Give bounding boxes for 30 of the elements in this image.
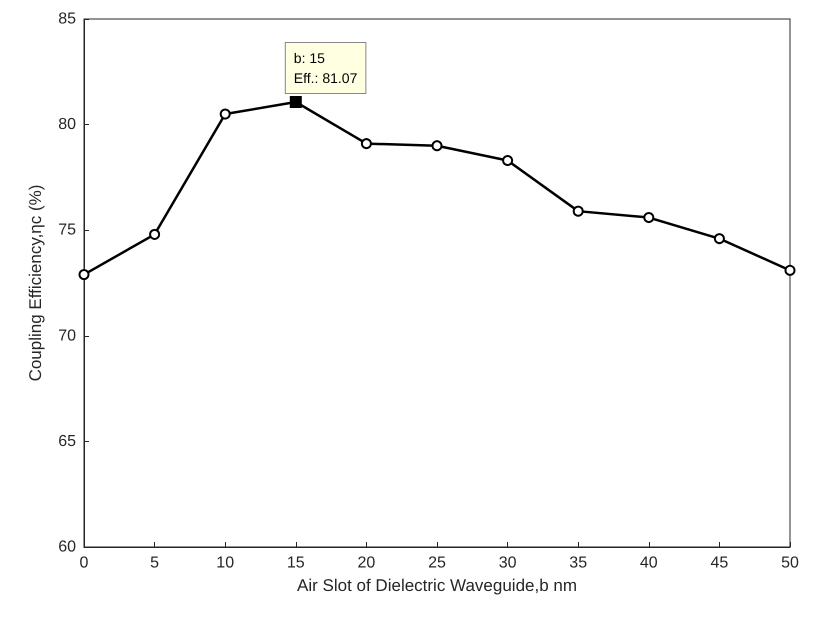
- point: [572, 206, 584, 217]
- point: [360, 138, 372, 150]
- x-tick-label: 50: [781, 554, 799, 572]
- y-tick-label: 70: [58, 327, 76, 344]
- point: [714, 233, 725, 244]
- annotation: b: 15 Eff.: 81.07: [294, 50, 358, 86]
- x-tick-label: 25: [428, 554, 446, 572]
- y-tick-label: 60: [58, 538, 76, 556]
- point: [643, 212, 654, 224]
- point: [432, 140, 442, 152]
- x-tick-label: 30: [498, 554, 517, 572]
- point: [784, 264, 796, 276]
- x-tick-label: 5: [150, 554, 160, 572]
- y-tick-label: 85: [58, 10, 76, 28]
- point: [149, 228, 160, 240]
- x-tick-label: 20: [358, 554, 376, 572]
- point: [502, 155, 514, 166]
- x-tick-label: 15: [286, 554, 305, 572]
- y-tick-label: 80: [58, 116, 76, 134]
- x-tick-label: 40: [640, 554, 658, 572]
- x-tick-label: 10: [216, 554, 234, 572]
- y-axis-title: Coupling Efficiency,ηc (%): [26, 184, 45, 382]
- x-tick-label: 35: [569, 554, 588, 572]
- x-tick-label: 0: [80, 554, 89, 572]
- point: [78, 269, 90, 280]
- point: [220, 108, 231, 120]
- x-tick-label: 45: [710, 554, 728, 572]
- y-tick-label: 75: [58, 222, 76, 239]
- y-tick-label: 65: [58, 432, 76, 450]
- x-axis-title: Air Slot of Dielectric Waveguide,b nm: [297, 576, 577, 595]
